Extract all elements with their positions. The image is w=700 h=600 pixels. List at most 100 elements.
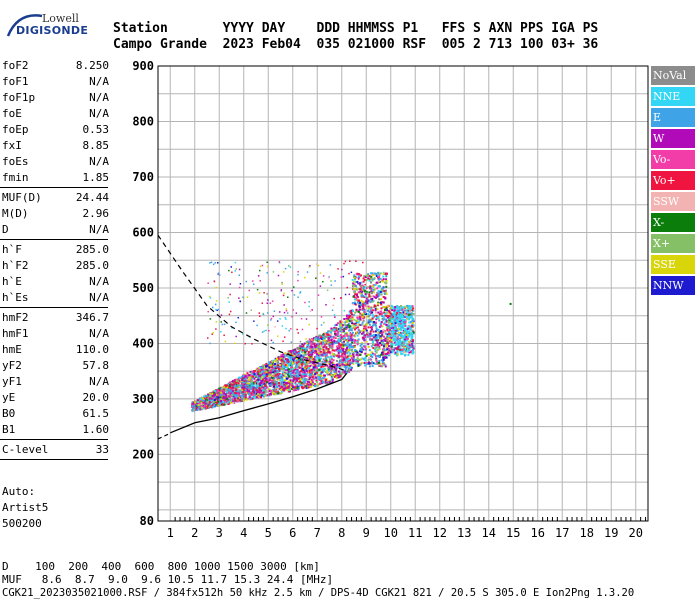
echo-point bbox=[410, 320, 413, 323]
echo-point bbox=[366, 302, 369, 305]
echo-point bbox=[370, 275, 373, 278]
echo-point bbox=[303, 348, 306, 351]
echo-point bbox=[385, 279, 388, 282]
param-value: 0.53 bbox=[82, 123, 110, 136]
echo-point bbox=[398, 321, 401, 324]
echo-point bbox=[372, 291, 375, 294]
header-labels: Station YYYY DAY DDD HHMMSS P1 FFS S AXN… bbox=[113, 21, 599, 36]
echo-point bbox=[371, 309, 374, 312]
echo-point bbox=[225, 402, 228, 405]
param-key: foF2 bbox=[2, 59, 29, 72]
param-value: 110.0 bbox=[75, 343, 109, 356]
echo-point bbox=[380, 324, 383, 327]
echo-point bbox=[377, 302, 380, 305]
echo-point bbox=[409, 315, 412, 318]
echo-point bbox=[320, 348, 323, 351]
echo-point bbox=[274, 390, 277, 393]
echo-point bbox=[376, 345, 379, 348]
echo-point bbox=[276, 382, 279, 385]
echo-point bbox=[315, 371, 318, 374]
echo-point bbox=[285, 372, 288, 375]
echo-point bbox=[299, 366, 302, 369]
echo-point bbox=[386, 348, 389, 351]
echo-point bbox=[206, 406, 209, 409]
echo-point bbox=[322, 377, 325, 380]
echo-point bbox=[309, 364, 312, 367]
echo-point bbox=[229, 384, 232, 387]
echo-point bbox=[280, 377, 283, 380]
echo-point bbox=[354, 303, 357, 306]
param-separator bbox=[0, 459, 108, 460]
echo-point bbox=[347, 335, 350, 338]
echo-point bbox=[346, 325, 349, 328]
echo-point bbox=[410, 335, 413, 338]
echo-point bbox=[379, 272, 382, 275]
echo-point bbox=[269, 362, 272, 365]
echo-point bbox=[348, 314, 351, 317]
echo-point bbox=[396, 353, 399, 356]
echo-point bbox=[363, 345, 366, 348]
echo-point bbox=[203, 398, 206, 401]
echo-point bbox=[196, 402, 199, 405]
echo-point bbox=[351, 331, 354, 334]
x-tick-label: 8 bbox=[338, 526, 345, 540]
param-value: N/A bbox=[89, 75, 109, 88]
echo-point bbox=[276, 388, 279, 391]
echo-point bbox=[290, 375, 293, 378]
echo-point bbox=[302, 382, 305, 385]
echo-point bbox=[348, 319, 351, 322]
echo-point bbox=[360, 286, 363, 289]
echo-point bbox=[377, 285, 380, 288]
echo-point bbox=[318, 340, 321, 343]
echo-point bbox=[326, 333, 329, 336]
echo-point bbox=[391, 312, 394, 315]
echo-point bbox=[310, 384, 313, 387]
echo-point bbox=[402, 327, 405, 330]
echo-point bbox=[346, 365, 349, 368]
echo-point bbox=[392, 329, 395, 332]
echo-point bbox=[220, 398, 223, 401]
echo-point bbox=[261, 364, 264, 367]
echo-point bbox=[351, 339, 354, 342]
echo-point bbox=[259, 386, 262, 389]
echo-point bbox=[403, 316, 406, 319]
echo-point bbox=[368, 354, 371, 357]
echo-point bbox=[282, 358, 285, 361]
echo-point bbox=[310, 353, 313, 356]
echo-point bbox=[328, 350, 331, 353]
echo-point bbox=[300, 385, 303, 388]
echo-point bbox=[378, 346, 381, 349]
echo-point bbox=[266, 386, 269, 389]
echo-point bbox=[357, 363, 360, 366]
echo-point bbox=[343, 370, 346, 373]
echo-point bbox=[357, 310, 360, 313]
echo-point bbox=[329, 342, 332, 345]
echo-point bbox=[290, 366, 293, 369]
echo-point bbox=[389, 321, 392, 324]
echo-point bbox=[221, 393, 224, 396]
echo-point bbox=[256, 383, 259, 386]
echo-point bbox=[400, 316, 403, 319]
echo-point bbox=[308, 346, 311, 349]
echo-point bbox=[287, 373, 290, 376]
echo-point bbox=[330, 376, 333, 379]
echo-point bbox=[279, 362, 282, 365]
echo-point bbox=[275, 365, 278, 368]
echo-point bbox=[293, 367, 296, 370]
echo-point bbox=[221, 388, 224, 391]
echo-point bbox=[291, 370, 294, 373]
echo-point bbox=[309, 359, 312, 362]
echo-point bbox=[411, 340, 414, 343]
echo-point bbox=[244, 397, 247, 400]
echo-point bbox=[359, 312, 362, 315]
echo-point bbox=[322, 353, 325, 356]
echo-point bbox=[305, 385, 308, 388]
echo-point bbox=[357, 323, 360, 326]
echo-point bbox=[353, 340, 356, 343]
param-key: hmE bbox=[2, 343, 22, 356]
echo-point bbox=[222, 399, 225, 402]
param-key: h`F2 bbox=[2, 259, 29, 272]
echo-point bbox=[303, 361, 306, 364]
echo-point bbox=[340, 350, 343, 353]
echo-point bbox=[232, 401, 235, 404]
